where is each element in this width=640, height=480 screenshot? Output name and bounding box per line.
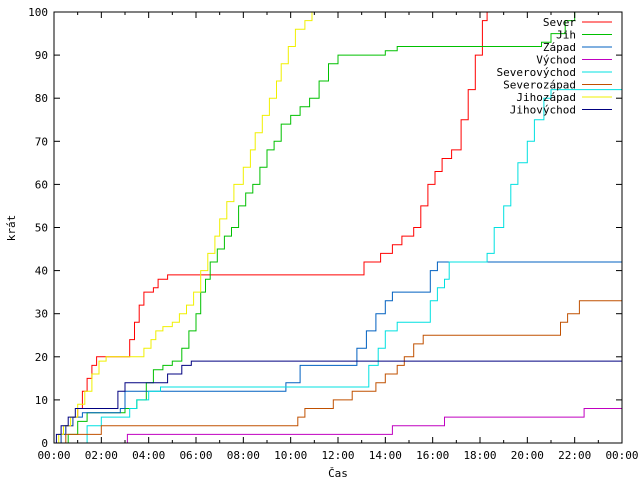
series-line-jihozapad <box>54 12 313 443</box>
y-tick-label: 60 <box>35 178 48 191</box>
series-line-severovychod <box>54 89 622 443</box>
y-tick-label: 50 <box>35 222 48 235</box>
y-tick-label: 70 <box>35 135 48 148</box>
y-tick-label: 80 <box>35 92 48 105</box>
x-tick-label: 20:00 <box>511 449 544 462</box>
legend-label: Sever <box>543 16 576 29</box>
y-tick-label: 40 <box>35 265 48 278</box>
legend-label: Severozápad <box>503 79 576 92</box>
y-tick-label: 90 <box>35 49 48 62</box>
legend-label: Jihozápad <box>516 91 576 104</box>
y-tick-label: 100 <box>28 6 48 19</box>
y-tick-label: 30 <box>35 308 48 321</box>
x-tick-label: 16:00 <box>416 449 449 462</box>
x-axis: 00:00 02:00 04:00 06:00 08:00 10:00 12:00 14:00… <box>37 12 639 462</box>
series-line-jihovychod <box>54 360 622 443</box>
series-line-severozapad <box>54 300 622 443</box>
legend-label: Západ <box>543 41 576 54</box>
series-line-vychod <box>54 408 622 443</box>
x-tick-label: 12:00 <box>321 449 354 462</box>
x-tick-label: 00:00 <box>37 449 70 462</box>
y-axis: 0 10 20 30 40 50 60 70 80 90 100 <box>28 6 622 450</box>
x-tick-label: 08:00 <box>227 449 260 462</box>
x-tick-label: 06:00 <box>179 449 212 462</box>
series-line-jih <box>54 12 576 443</box>
legend: SeverJihZápadVýchodSeverovýchodSeverozáp… <box>497 16 612 117</box>
legend-label: Severovýchod <box>497 66 576 79</box>
x-tick-label: 00:00 <box>605 449 638 462</box>
x-tick-label: 10:00 <box>274 449 307 462</box>
x-tick-label: 18:00 <box>463 449 496 462</box>
plot-lines <box>54 12 622 443</box>
legend-label: Východ <box>536 54 576 67</box>
y-tick-label: 0 <box>41 437 48 450</box>
x-tick-label: 22:00 <box>558 449 591 462</box>
y-tick-label: 20 <box>35 351 48 364</box>
x-tick-label: 14:00 <box>369 449 402 462</box>
x-axis-title: Čas <box>328 467 348 480</box>
y-axis-title: krát <box>5 215 18 242</box>
y-tick-label: 10 <box>35 394 48 407</box>
legend-label: Jih <box>556 29 576 42</box>
legend-label: Jihovýchod <box>510 104 576 117</box>
series-line-zapad <box>54 261 622 443</box>
x-tick-label: 02:00 <box>85 449 118 462</box>
x-tick-label: 04:00 <box>132 449 165 462</box>
